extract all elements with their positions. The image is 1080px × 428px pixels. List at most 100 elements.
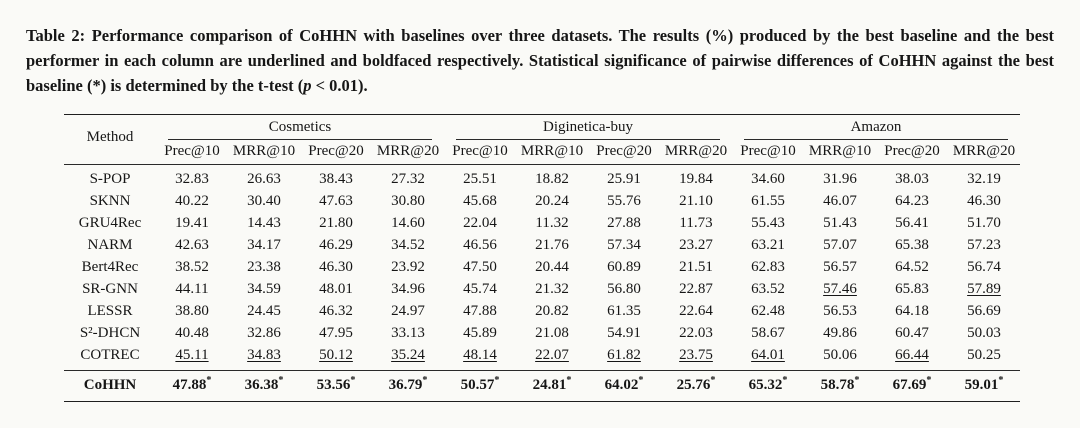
cohhn-value: 53.56 xyxy=(316,377,351,394)
value-cell: 14.43 xyxy=(247,215,281,232)
value-cell: 11.73 xyxy=(679,215,713,232)
cohhn-value: 58.78 xyxy=(820,377,855,394)
subcolumn-header: MRR@20 xyxy=(660,140,732,166)
group-header-diginetica: Diginetica-buy xyxy=(444,115,732,141)
cohhn-value: 59.01 xyxy=(964,377,999,394)
value-cell: 57.46 xyxy=(823,281,857,298)
value-cell: 30.40 xyxy=(247,193,281,210)
value-cell: 25.91 xyxy=(607,171,641,188)
significance-marker: * xyxy=(566,375,572,387)
cohhn-value: 50.57 xyxy=(460,377,495,394)
group-label-diginetica: Diginetica-buy xyxy=(456,119,720,141)
value-cell: 21.10 xyxy=(679,193,713,210)
cohhn-value-cell: 50.57* xyxy=(444,370,516,402)
cohhn-value: 36.79 xyxy=(388,377,423,394)
caption-p-symbol: p xyxy=(303,75,312,95)
value-cell: 47.50 xyxy=(463,259,497,276)
group-header-cosmetics: Cosmetics xyxy=(156,115,444,141)
method-cell: GRU4Rec xyxy=(78,215,142,232)
subcolumn-header: Prec@10 xyxy=(732,140,804,166)
subcolumn-header: MRR@20 xyxy=(948,140,1020,166)
value-cell: 32.86 xyxy=(247,325,281,342)
method-cell: S-POP xyxy=(89,171,131,188)
table-caption: Table 2: Performance comparison of CoHHN… xyxy=(0,0,1080,98)
value-cell: 24.97 xyxy=(391,303,425,320)
value-cell: 51.70 xyxy=(967,215,1001,232)
value-cell: 38.52 xyxy=(175,259,209,276)
value-cell: 34.17 xyxy=(247,237,281,254)
subcolumn-header: MRR@10 xyxy=(228,140,300,166)
caption-text-end: < 0.01). xyxy=(311,75,368,95)
significance-marker: * xyxy=(422,375,428,387)
value-cell: 19.41 xyxy=(175,215,209,232)
group-header-row: Method Cosmetics Diginetica-buy Amazon xyxy=(64,114,1020,166)
subcolumn-header-row: Prec@10 MRR@10 Prec@20 MRR@20 Prec@10 MRR@10 P… xyxy=(64,140,1020,166)
value-cell: 60.89 xyxy=(607,259,641,276)
cohhn-value-cell: 64.02* xyxy=(588,370,660,402)
value-cell: 49.86 xyxy=(823,325,857,342)
significance-marker: * xyxy=(854,375,860,387)
value-cell: 21.32 xyxy=(535,281,569,298)
value-cell: 30.80 xyxy=(391,193,425,210)
table-row: Bert4Rec 38.52 23.38 46.30 23.92 47.50 20.44 60… xyxy=(64,257,1020,279)
table-row: SKNN 40.22 30.40 47.63 30.80 45.68 20.24 55.76 2… xyxy=(64,191,1020,213)
table-head: Method Cosmetics Diginetica-buy Amazon P… xyxy=(64,114,1020,166)
value-cell: 21.51 xyxy=(679,259,713,276)
subcolumn-header: MRR@10 xyxy=(804,140,876,166)
method-cell: Bert4Rec xyxy=(81,259,139,276)
table-row: S²-DHCN 40.48 32.86 47.95 33.13 45.89 21.08 54.… xyxy=(64,323,1020,345)
value-cell: 42.63 xyxy=(175,237,209,254)
value-cell: 21.08 xyxy=(535,325,569,342)
value-cell: 47.63 xyxy=(319,193,353,210)
value-cell: 54.91 xyxy=(607,325,641,342)
value-cell: 26.63 xyxy=(247,171,281,188)
significance-marker: * xyxy=(782,375,788,387)
value-cell: 22.87 xyxy=(679,281,713,298)
value-cell: 56.41 xyxy=(895,215,929,232)
value-cell: 56.53 xyxy=(823,303,857,320)
value-cell: 11.32 xyxy=(535,215,569,232)
cohhn-value-cell: 65.32* xyxy=(732,370,804,402)
table-row: GRU4Rec 19.41 14.43 21.80 14.60 22.04 11.32 27.… xyxy=(64,213,1020,235)
subcolumn-header: Prec@10 xyxy=(444,140,516,166)
value-cell: 50.03 xyxy=(967,325,1001,342)
value-cell: 22.07 xyxy=(535,347,569,364)
value-cell: 56.69 xyxy=(967,303,1001,320)
value-cell: 66.44 xyxy=(895,347,929,364)
value-cell: 63.21 xyxy=(751,237,785,254)
value-cell: 44.11 xyxy=(175,281,209,298)
table-row: SR-GNN 44.11 34.59 48.01 34.96 45.74 21.32 56.8… xyxy=(64,279,1020,301)
value-cell: 45.89 xyxy=(463,325,497,342)
value-cell: 24.45 xyxy=(247,303,281,320)
value-cell: 23.38 xyxy=(247,259,281,276)
value-cell: 31.96 xyxy=(823,171,857,188)
value-cell: 23.27 xyxy=(679,237,713,254)
value-cell: 50.12 xyxy=(319,347,353,364)
cohhn-method-cell: CoHHN xyxy=(64,370,156,402)
value-cell: 65.83 xyxy=(895,281,929,298)
value-cell: 57.34 xyxy=(607,237,641,254)
method-cell: SKNN xyxy=(89,193,131,210)
value-cell: 51.43 xyxy=(823,215,857,232)
value-cell: 22.03 xyxy=(679,325,713,342)
significance-marker: * xyxy=(998,375,1004,387)
value-cell: 34.60 xyxy=(751,171,785,188)
value-cell: 34.83 xyxy=(247,347,281,364)
value-cell: 50.06 xyxy=(823,347,857,364)
method-cell: COTREC xyxy=(80,347,140,364)
significance-marker: * xyxy=(278,375,284,387)
value-cell: 57.07 xyxy=(823,237,857,254)
significance-marker: * xyxy=(494,375,500,387)
significance-marker: * xyxy=(350,375,356,387)
cohhn-row: CoHHN 47.88* 36.38* 53.56* 36.79* 50.57* 24.81… xyxy=(64,370,1020,402)
caption-text: Table 2: Performance comparison of CoHHN… xyxy=(26,26,1054,95)
cohhn-value-cell: 59.01* xyxy=(948,370,1020,402)
value-cell: 20.82 xyxy=(535,303,569,320)
results-table: Method Cosmetics Diginetica-buy Amazon P… xyxy=(64,114,1020,403)
value-cell: 64.18 xyxy=(895,303,929,320)
value-cell: 46.32 xyxy=(319,303,353,320)
group-label-amazon: Amazon xyxy=(744,119,1008,141)
value-cell: 40.48 xyxy=(175,325,209,342)
table-row: S-POP 32.83 26.63 38.43 27.32 25.51 18.82 25.91… xyxy=(64,165,1020,191)
value-cell: 32.83 xyxy=(175,171,209,188)
